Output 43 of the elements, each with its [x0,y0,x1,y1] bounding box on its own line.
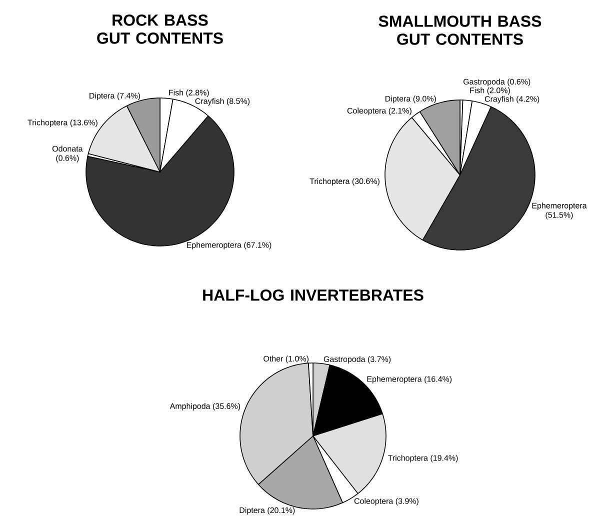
data-label: (9.0%) [413,96,436,104]
slice-label: Gastropoda [324,356,366,364]
slice-label: Diptera [90,92,115,100]
slice-label: Odonata [52,146,83,152]
data-label: (2.1%) [388,108,412,116]
data-label: (1.0%) [286,356,309,364]
slice-label: Fish [169,90,184,96]
slice-label: Gastropoda [463,78,505,86]
slice-label: Other [264,356,284,362]
data-label: (19.4%) [430,454,458,462]
slice-label: Trichoptera [388,454,428,462]
slice-label: Ephemeroptera [532,202,587,210]
data-label: (0.6%) [56,155,79,162]
data-label: (3.7%) [368,356,391,364]
data-label: (0.6%) [508,78,530,86]
data-label: (35.6%) [213,403,240,411]
slice-label: Trichoptera [310,178,350,186]
slice-label: Coleoptera [354,498,394,506]
slice-label: Ephemeroptera [186,242,242,250]
slice-label: Fish [470,87,484,94]
chart-title: HALF-LOG INVERTEBRATES [203,289,424,301]
slice-label: Diptera [386,96,411,104]
chart-title: ROCK BASS GUT CONTENTS [97,14,223,44]
data-label: (2.0%) [487,87,510,95]
data-label: (2.8%) [186,90,209,97]
data-label: (7.4%) [117,92,140,100]
slice-label: Amphipoda [170,403,210,411]
data-label: (13.6%) [70,119,98,127]
data-label: (30.6%) [352,178,380,186]
data-label: (67.1%) [244,242,272,250]
data-label: (20.1%) [268,507,295,515]
data-label: (8.5%) [226,98,250,106]
data-label: (51.5%) [546,212,573,220]
slice-label: Crayfish [484,96,514,104]
slice-label: Trichoptera [28,119,68,127]
slice-label: Crayfish [195,98,224,106]
slice-label: Ephemeroptera [367,376,422,384]
data-label: (4.2%) [516,96,540,104]
slice-label: Coleoptera [347,108,386,116]
data-label: (16.4%) [424,376,452,384]
data-label: (3.9%) [396,498,418,506]
slice-label: Diptera [240,507,265,515]
chart-title: SMALLMOUTH BASS GUT CONTENTS [378,16,542,45]
